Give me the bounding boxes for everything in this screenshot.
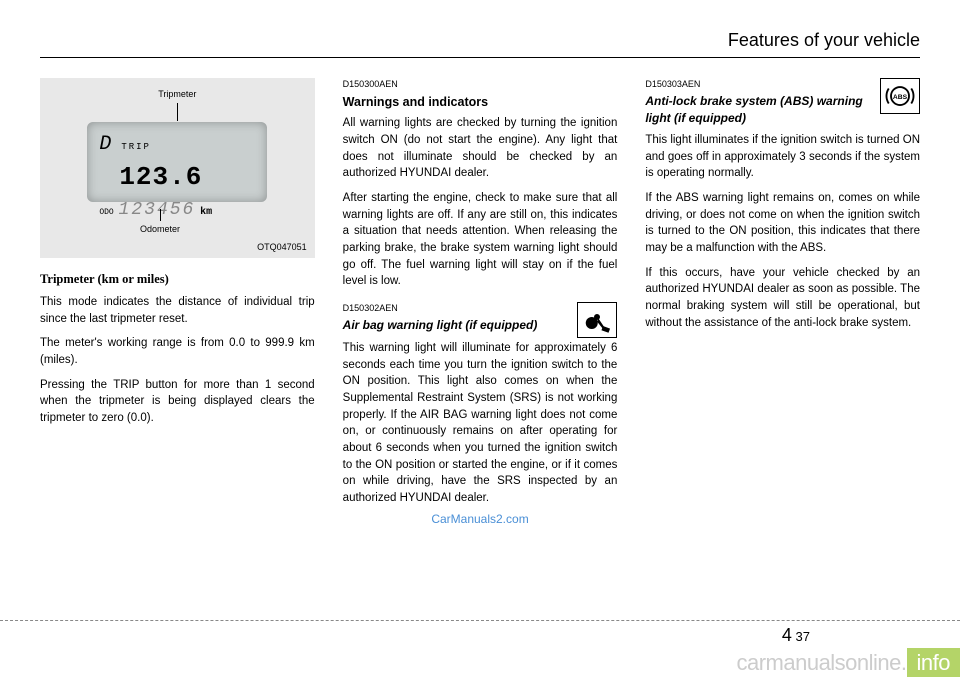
tripmeter-label: Tripmeter <box>158 89 196 99</box>
col1-p2: The meter's working range is from 0.0 to… <box>40 335 315 368</box>
diagram-label-tripmeter: Tripmeter <box>40 88 315 121</box>
col1-p1: This mode indicates the distance of indi… <box>40 294 315 327</box>
footer-brand: carmanualsonline.info <box>736 650 960 676</box>
col2-sec2-p1: This warning light will illuminate for a… <box>343 340 618 507</box>
page-number: 4 37 <box>782 625 960 646</box>
brand-prefix: carmanualsonline. <box>736 650 906 675</box>
abs-icon: ABS <box>880 78 920 114</box>
col2-sec1-p1: All warning lights are checked by turnin… <box>343 115 618 182</box>
tripmeter-heading: Tripmeter (km or miles) <box>40 270 315 288</box>
col3-p1: This light illuminates if the ignition s… <box>645 132 920 182</box>
unit-label: km <box>200 207 212 218</box>
col1-p3: Pressing the TRIP button for more than 1… <box>40 377 315 427</box>
odo-label: ODO <box>99 208 113 217</box>
tripmeter-diagram: Tripmeter D TRIP 123.6 ODO 123456 km <box>40 78 315 258</box>
column-3: ABS D150303AEN Anti-lock brake system (A… <box>645 78 920 528</box>
svg-text:ABS: ABS <box>893 94 908 101</box>
diagram-code: OTQ047051 <box>257 241 307 254</box>
watermark: CarManuals2.com <box>343 511 618 528</box>
sec1-code: D150300AEN <box>343 78 618 91</box>
diagram-label-odometer: Odometer <box>140 209 180 236</box>
warnings-heading: Warnings and indicators <box>343 93 618 111</box>
sec2-code: D150302AEN <box>343 302 618 315</box>
section-number: 4 <box>782 625 792 645</box>
col3-p2: If the ABS warning light remains on, com… <box>645 190 920 257</box>
column-1: Tripmeter D TRIP 123.6 ODO 123456 km <box>40 78 315 528</box>
airbag-heading: Air bag warning light (if equipped) <box>343 317 618 334</box>
sec3-code: D150303AEN <box>645 78 920 91</box>
odometer-label: Odometer <box>140 224 180 234</box>
abs-heading: Anti-lock brake system (ABS) warning lig… <box>645 93 920 128</box>
gear-indicator: D <box>99 133 113 156</box>
col2-sec1-p2: After starting the engine, check to make… <box>343 190 618 290</box>
footer-dashline: 4 37 <box>0 620 960 646</box>
airbag-icon <box>577 302 617 338</box>
column-2: D150300AEN Warnings and indicators All w… <box>343 78 618 528</box>
col3-p3: If this occurs, have your vehicle checke… <box>645 265 920 332</box>
page-num: 37 <box>796 629 810 644</box>
brand-suffix: info <box>907 648 960 677</box>
page-header: Features of your vehicle <box>40 30 920 58</box>
trip-value: 123.6 <box>119 159 202 197</box>
lcd-display: D TRIP 123.6 ODO 123456 km <box>87 122 267 202</box>
trip-label: TRIP <box>121 142 151 152</box>
